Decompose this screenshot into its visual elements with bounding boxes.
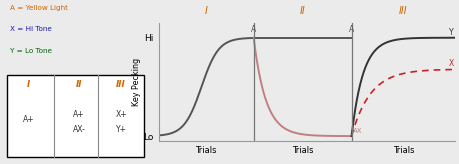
- Text: II: II: [299, 6, 305, 16]
- Bar: [6, 75, 144, 157]
- Y-axis label: Key Pecking: Key Pecking: [131, 58, 140, 106]
- Text: III: III: [398, 6, 407, 16]
- Text: I: I: [204, 6, 207, 16]
- Text: Y = Lo Tone: Y = Lo Tone: [10, 48, 51, 54]
- Text: AX: AX: [352, 128, 362, 134]
- Text: II: II: [76, 80, 82, 89]
- Text: AX-: AX-: [73, 125, 85, 134]
- Text: Y+: Y+: [115, 125, 126, 134]
- Text: III: III: [116, 80, 126, 89]
- Text: A+: A+: [22, 115, 34, 124]
- Text: X = Hi Tone: X = Hi Tone: [10, 26, 51, 32]
- Text: X+: X+: [115, 110, 127, 119]
- Text: A = Yellow Light: A = Yellow Light: [10, 5, 67, 11]
- Text: X: X: [448, 60, 453, 69]
- Text: A: A: [251, 25, 256, 34]
- Text: Y: Y: [448, 28, 453, 37]
- Text: I: I: [27, 80, 30, 89]
- Text: A+: A+: [73, 110, 85, 119]
- Text: A: A: [348, 25, 353, 34]
